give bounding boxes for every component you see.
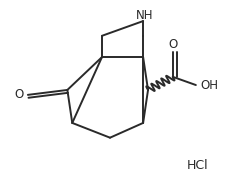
Text: HCl: HCl — [187, 159, 208, 172]
Text: O: O — [168, 38, 177, 51]
Text: OH: OH — [200, 78, 218, 92]
Text: O: O — [15, 88, 24, 101]
Text: NH: NH — [136, 9, 153, 22]
